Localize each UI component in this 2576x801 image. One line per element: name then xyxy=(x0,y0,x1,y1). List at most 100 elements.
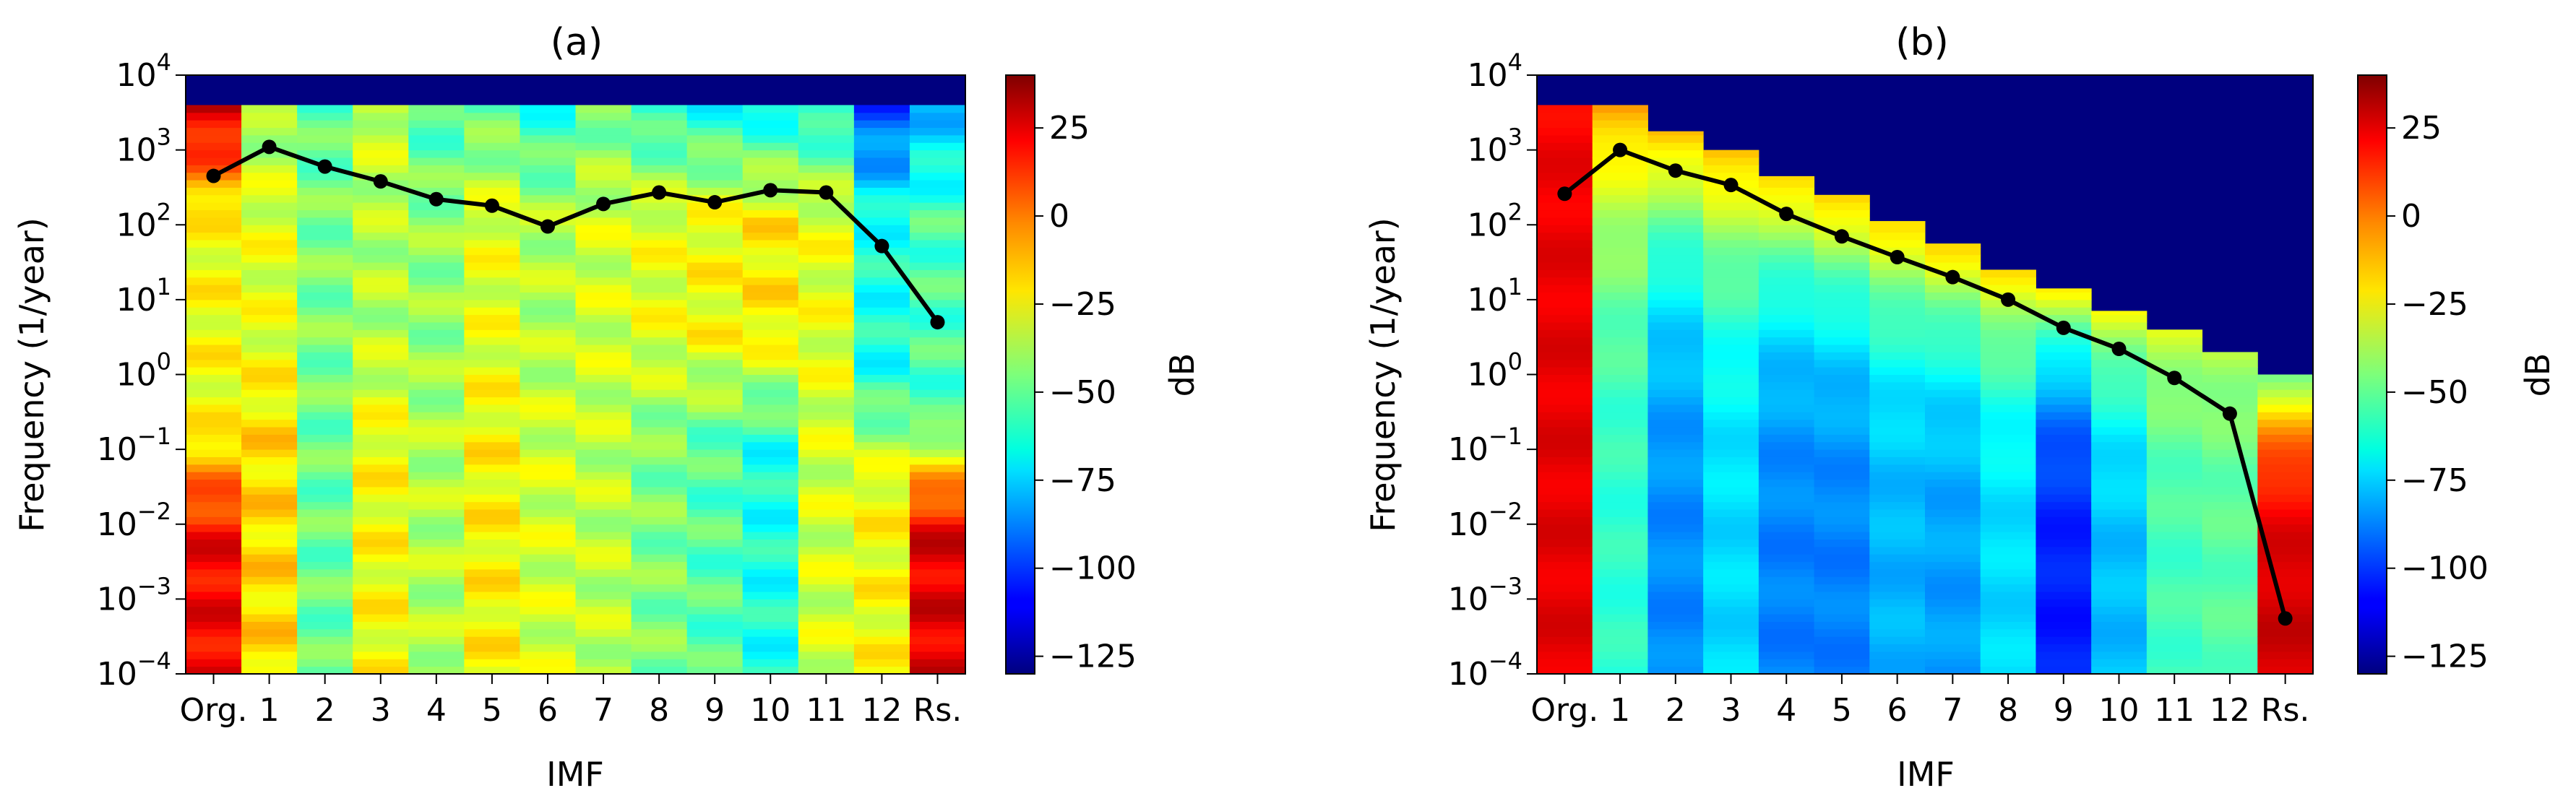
heatmap-cell xyxy=(798,142,855,150)
heatmap-cell xyxy=(910,367,966,375)
heatmap-cell xyxy=(1869,367,1925,375)
heatmap-cell xyxy=(910,150,966,158)
heatmap-cell xyxy=(798,113,855,121)
heatmap-cell xyxy=(408,105,465,113)
heatmap-cell xyxy=(1925,412,1981,420)
heatmap-cell xyxy=(1869,539,1925,547)
heatmap-cell xyxy=(408,307,465,315)
heatmap-cell xyxy=(1759,644,1814,652)
heatmap-cell xyxy=(1593,584,1648,592)
heatmap-cell xyxy=(2257,434,2313,442)
heatmap-cell xyxy=(687,307,744,315)
heatmap-cell xyxy=(1925,547,1981,555)
heatmap-cell xyxy=(687,427,744,435)
heatmap-cell xyxy=(353,547,409,555)
heatmap-cell xyxy=(1925,621,1981,629)
x-tick-label: 2 xyxy=(315,692,335,729)
heatmap-cell xyxy=(576,629,632,637)
heatmap-cell xyxy=(1814,621,1870,629)
heatmap-cell xyxy=(1703,255,1759,263)
heatmap-cell xyxy=(854,472,910,480)
heatmap-cell xyxy=(2202,389,2258,397)
heatmap-cell xyxy=(297,150,353,158)
heatmap-cell xyxy=(687,105,744,113)
heatmap-cell xyxy=(910,120,966,128)
heatmap-cell xyxy=(1593,300,1648,308)
heatmap-cell xyxy=(910,659,966,667)
heatmap-cell xyxy=(464,547,520,555)
heatmap-cell xyxy=(1647,584,1703,592)
heatmap-cell xyxy=(1593,173,1648,181)
heatmap-cell xyxy=(1981,621,2036,629)
heatmap-cell xyxy=(1759,464,1814,472)
heatmap-cell xyxy=(1814,322,1870,330)
data-marker xyxy=(1557,186,1572,201)
heatmap-cell xyxy=(576,225,632,233)
heatmap-cell xyxy=(1759,629,1814,637)
heatmap-cell xyxy=(632,389,688,397)
heatmap-cell xyxy=(1703,165,1759,173)
heatmap-cell xyxy=(1647,382,1703,390)
heatmap-cell xyxy=(743,607,799,615)
heatmap-cell xyxy=(2147,547,2202,555)
heatmap-cell xyxy=(1869,487,1925,495)
heatmap-cell xyxy=(520,113,576,121)
heatmap-cell xyxy=(1537,584,1593,592)
heatmap-cell xyxy=(2091,322,2147,330)
panel-b-title: (b) xyxy=(1895,21,1949,64)
heatmap-cell xyxy=(576,375,632,383)
data-marker xyxy=(596,196,611,211)
heatmap-cell xyxy=(632,562,688,570)
heatmap-cell xyxy=(520,524,576,532)
heatmap-cell xyxy=(1759,607,1814,615)
heatmap-cell xyxy=(297,532,353,540)
heatmap-cell xyxy=(687,240,744,248)
heatmap-cell xyxy=(1593,382,1648,390)
heatmap-cell xyxy=(1981,322,2036,330)
heatmap-cell xyxy=(186,322,242,330)
heatmap-cell xyxy=(1647,150,1703,158)
heatmap-cell xyxy=(854,584,910,592)
heatmap-cell xyxy=(743,345,799,352)
x-tick-label: 5 xyxy=(482,692,502,729)
heatmap-cell xyxy=(1814,382,1870,390)
heatmap-cell xyxy=(798,367,855,375)
heatmap-cell xyxy=(1981,412,2036,420)
heatmap-cell xyxy=(297,554,353,562)
heatmap-cell xyxy=(1925,516,1981,524)
heatmap-cell xyxy=(241,539,298,547)
heatmap-cell xyxy=(408,456,465,464)
heatmap-cell xyxy=(1703,456,1759,464)
heatmap-cell xyxy=(632,554,688,562)
heatmap-cell xyxy=(576,360,632,368)
heatmap-cell xyxy=(2147,532,2202,540)
colorbar-tick-label: −25 xyxy=(1049,286,1116,323)
heatmap-cell xyxy=(1814,576,1870,584)
heatmap-cell xyxy=(576,584,632,592)
heatmap-cell xyxy=(520,360,576,368)
heatmap-cell xyxy=(576,367,632,375)
y-tick-label: 10−3 xyxy=(1448,572,1522,618)
heatmap-cell xyxy=(186,472,242,480)
heatmap-cell xyxy=(297,547,353,555)
heatmap-cell xyxy=(353,150,409,158)
heatmap-cell xyxy=(186,599,242,607)
heatmap-cell xyxy=(910,554,966,562)
heatmap-cell xyxy=(1647,651,1703,659)
heatmap-cell xyxy=(186,584,242,592)
heatmap-cell xyxy=(2257,427,2313,435)
heatmap-cell xyxy=(632,345,688,352)
heatmap-cell xyxy=(632,113,688,121)
colorbar-tick-label: −50 xyxy=(2401,374,2468,411)
heatmap-cell xyxy=(2202,532,2258,540)
heatmap-cell xyxy=(241,427,298,435)
heatmap-cell xyxy=(910,173,966,181)
heatmap-cell xyxy=(1925,539,1981,547)
heatmap-cell xyxy=(1593,345,1648,352)
heatmap-cell xyxy=(1647,599,1703,607)
heatmap-cell xyxy=(743,233,799,241)
heatmap-cell xyxy=(1593,337,1648,345)
heatmap-cell xyxy=(1703,532,1759,540)
heatmap-cell xyxy=(798,516,855,524)
heatmap-cell xyxy=(798,128,855,136)
